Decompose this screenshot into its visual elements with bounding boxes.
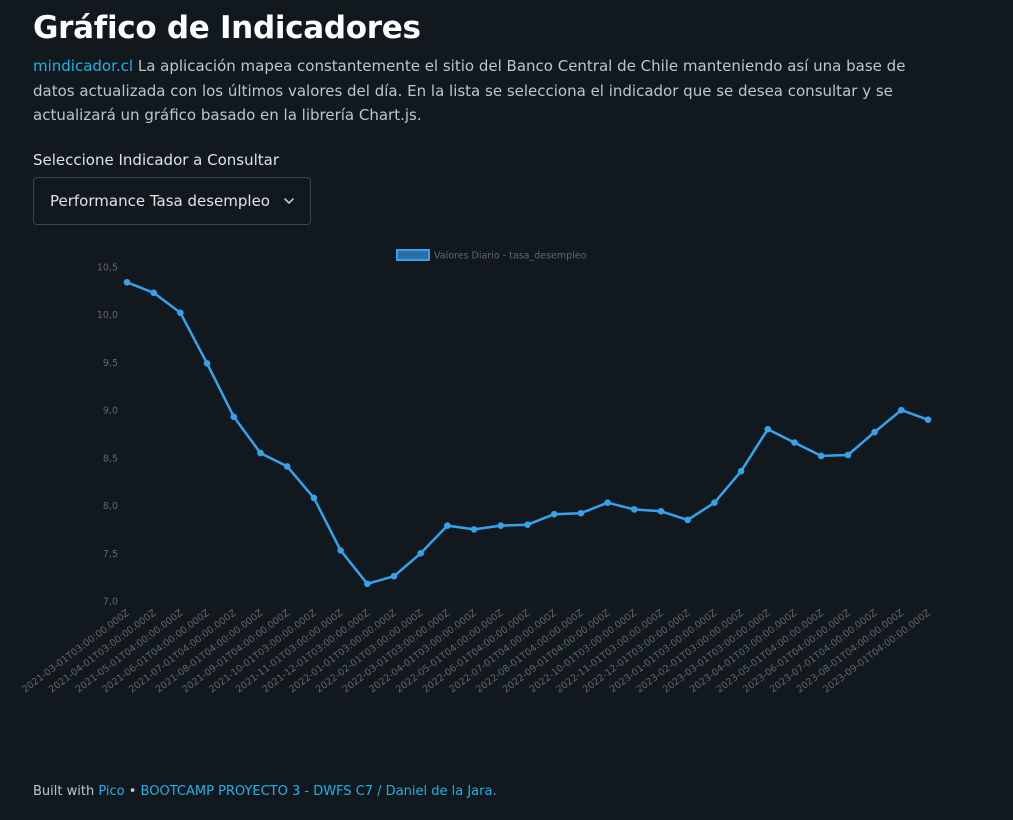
data-point[interactable] [310, 494, 318, 502]
data-point[interactable] [711, 499, 718, 507]
page-title: Gráfico de Indicadores [33, 10, 421, 46]
chevron-down-icon [284, 198, 294, 204]
y-tick-label: 7,5 [103, 549, 118, 560]
data-point[interactable] [364, 580, 371, 588]
y-tick-label: 9,0 [103, 406, 118, 417]
chart-legend[interactable]: Valores Diario - tasa_desempleo [396, 249, 587, 262]
footer: Built with Pico • BOOTCAMP PROYECTO 3 - … [33, 784, 497, 799]
y-tick-label: 10,0 [97, 310, 118, 321]
data-point[interactable] [390, 572, 398, 580]
data-point[interactable] [257, 449, 264, 457]
data-point[interactable] [444, 522, 451, 529]
data-point[interactable] [203, 360, 211, 367]
data-point[interactable] [791, 439, 798, 446]
credit-link[interactable]: BOOTCAMP PROYECTO 3 - DWFS C7 / Daniel d… [140, 784, 497, 799]
y-tick-label: 8,5 [103, 453, 118, 464]
data-point[interactable] [604, 499, 611, 507]
data-point[interactable] [123, 278, 131, 286]
data-point[interactable] [898, 406, 905, 414]
data-point[interactable] [684, 516, 692, 524]
data-point[interactable] [470, 526, 478, 533]
mindicador-link[interactable]: mindicador.cl [33, 57, 134, 75]
data-point[interactable] [417, 549, 425, 557]
data-point[interactable] [631, 506, 638, 513]
y-tick-label: 10,5 [97, 263, 118, 274]
data-point[interactable] [337, 547, 344, 554]
pico-link[interactable]: Pico [98, 784, 125, 799]
data-point[interactable] [844, 451, 852, 459]
data-point[interactable] [150, 289, 157, 297]
data-point[interactable] [924, 416, 932, 423]
data-point[interactable] [577, 509, 585, 517]
data-point[interactable] [737, 467, 745, 475]
intro-text: La aplicación mapea constantemente el si… [33, 57, 906, 124]
data-point[interactable] [550, 510, 558, 518]
data-point[interactable] [497, 522, 505, 529]
y-tick-label: 8,0 [103, 501, 118, 512]
indicator-select-value: Performance Tasa desempleo [50, 192, 270, 210]
data-point[interactable] [764, 425, 772, 433]
data-point[interactable] [230, 413, 238, 421]
intro-paragraph: mindicador.cl La aplicación mapea consta… [33, 54, 913, 128]
indicator-line-chart: Valores Diario - tasa_desempleo 10,5 10,0 9… [20, 249, 933, 695]
y-tick-label: 7,0 [103, 597, 118, 608]
legend-swatch [396, 249, 430, 261]
footer-separator: • [124, 784, 141, 799]
series-line [126, 281, 929, 586]
data-point[interactable] [283, 463, 291, 470]
footer-built-with: Built with [33, 784, 99, 799]
data-point[interactable] [524, 521, 531, 528]
data-point[interactable] [657, 507, 665, 515]
indicator-select[interactable]: Performance Tasa desempleo [33, 177, 311, 225]
indicator-select-label: Seleccione Indicador a Consultar [33, 151, 280, 169]
y-tick-label: 9,5 [103, 358, 118, 369]
data-point[interactable] [177, 309, 184, 317]
data-point[interactable] [871, 428, 878, 436]
data-point[interactable] [817, 452, 825, 460]
legend-label: Valores Diario - tasa_desempleo [434, 251, 587, 262]
